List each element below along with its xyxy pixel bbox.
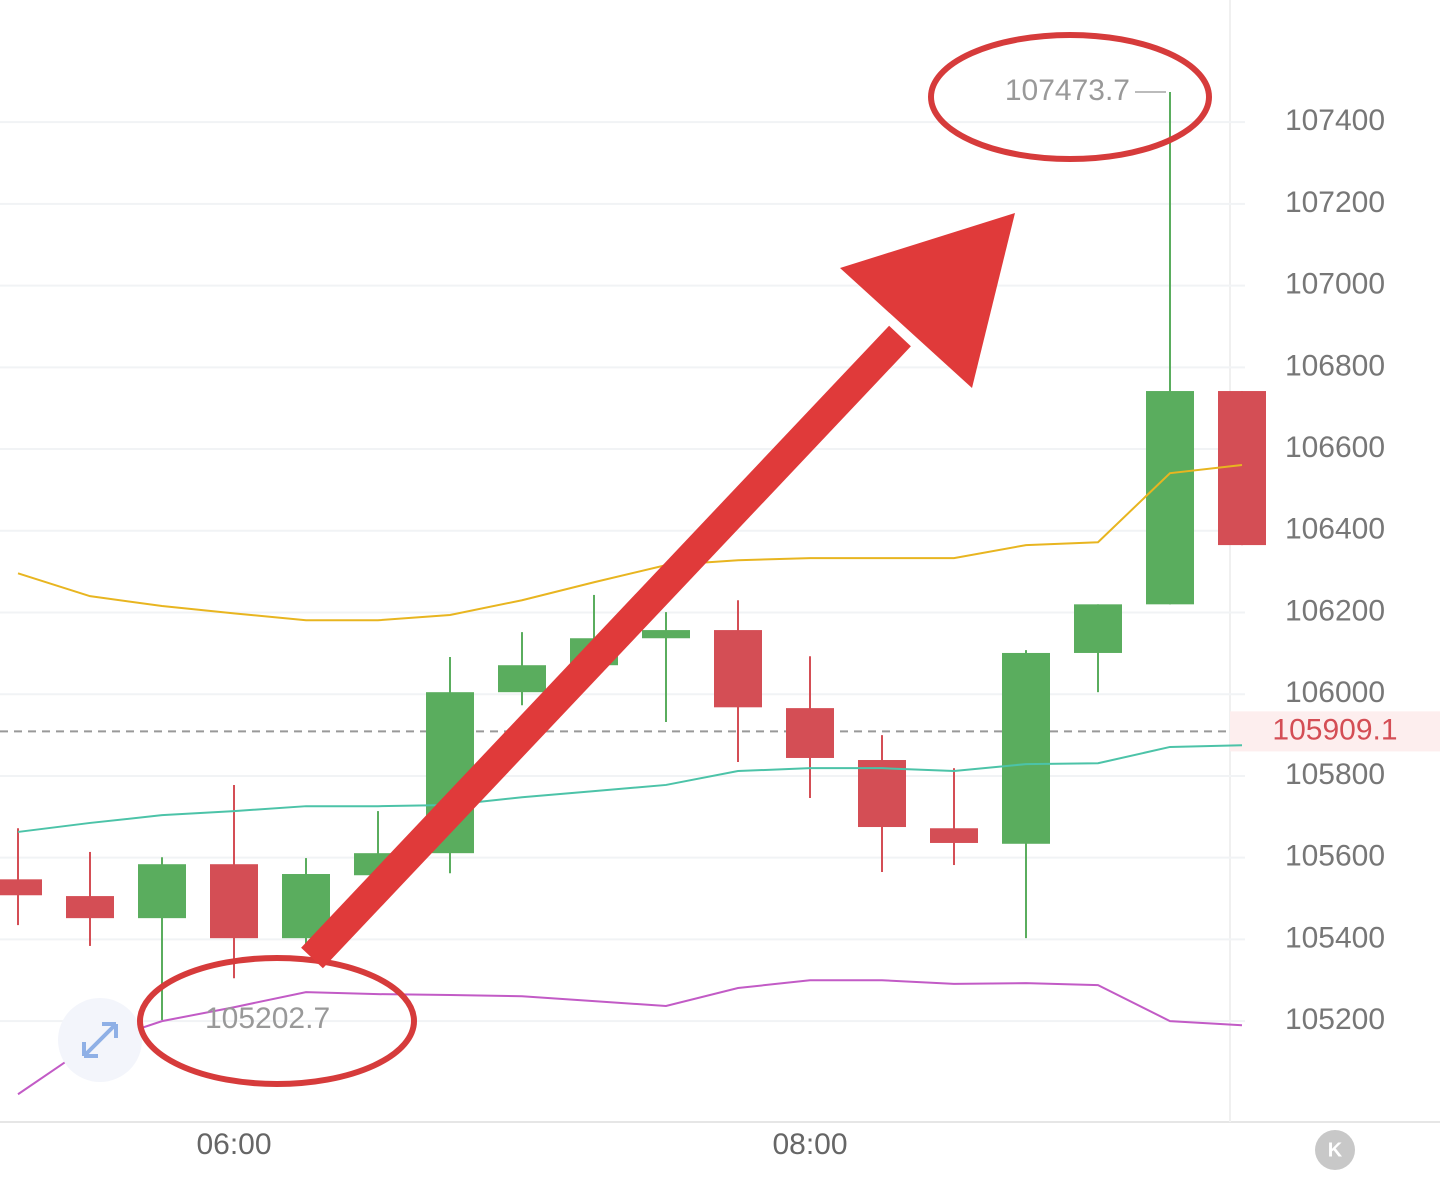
y-tick-label: 106600	[1285, 431, 1385, 464]
expand-icon[interactable]	[58, 998, 142, 1082]
y-tick-label: 106800	[1285, 349, 1385, 382]
annotation-overlay	[137, 32, 1212, 1087]
y-tick-label: 105600	[1285, 840, 1385, 873]
candle-body	[1074, 604, 1122, 653]
candle-body	[138, 864, 186, 919]
last-price-label: 105909.1	[1272, 713, 1397, 746]
x-tick-label: 06:00	[196, 1128, 271, 1161]
y-tick-label: 106200	[1285, 594, 1385, 627]
y-tick-label: 107400	[1285, 104, 1385, 137]
candle-body	[210, 864, 258, 939]
y-tick-label: 105400	[1285, 921, 1385, 954]
last-price-bg	[1230, 711, 1440, 752]
y-tick-label: 105800	[1285, 758, 1385, 791]
indicator-line	[17, 464, 1243, 622]
candle-body	[930, 828, 978, 843]
svg-text:K: K	[1328, 1139, 1343, 1161]
y-tick-label: 107200	[1285, 186, 1385, 219]
indicator-line	[17, 979, 1243, 1096]
low-label: 105202.7	[205, 1002, 330, 1035]
candle-body	[1218, 391, 1266, 546]
candle-body	[498, 665, 546, 693]
candle-body	[0, 879, 42, 896]
y-tick-label: 106400	[1285, 513, 1385, 546]
high-label: 107473.7	[1005, 74, 1130, 107]
candle-body	[786, 708, 834, 758]
candle-body	[858, 760, 906, 828]
plot: 105200 105400 105600 105800 106000 106200 1064…	[0, 74, 1440, 1161]
x-tick-label: 08:00	[772, 1128, 847, 1161]
candle-body	[714, 630, 762, 708]
y-tick-label: 105200	[1285, 1003, 1385, 1036]
k-button[interactable]: K	[1315, 1130, 1355, 1170]
candle-body	[1146, 391, 1194, 605]
y-tick-label: 106000	[1285, 676, 1385, 709]
candle-body	[66, 896, 114, 919]
y-tick-label: 107000	[1285, 268, 1385, 301]
candle-body	[1002, 652, 1050, 844]
indicator-line	[17, 744, 1243, 833]
candle-body	[642, 630, 690, 639]
